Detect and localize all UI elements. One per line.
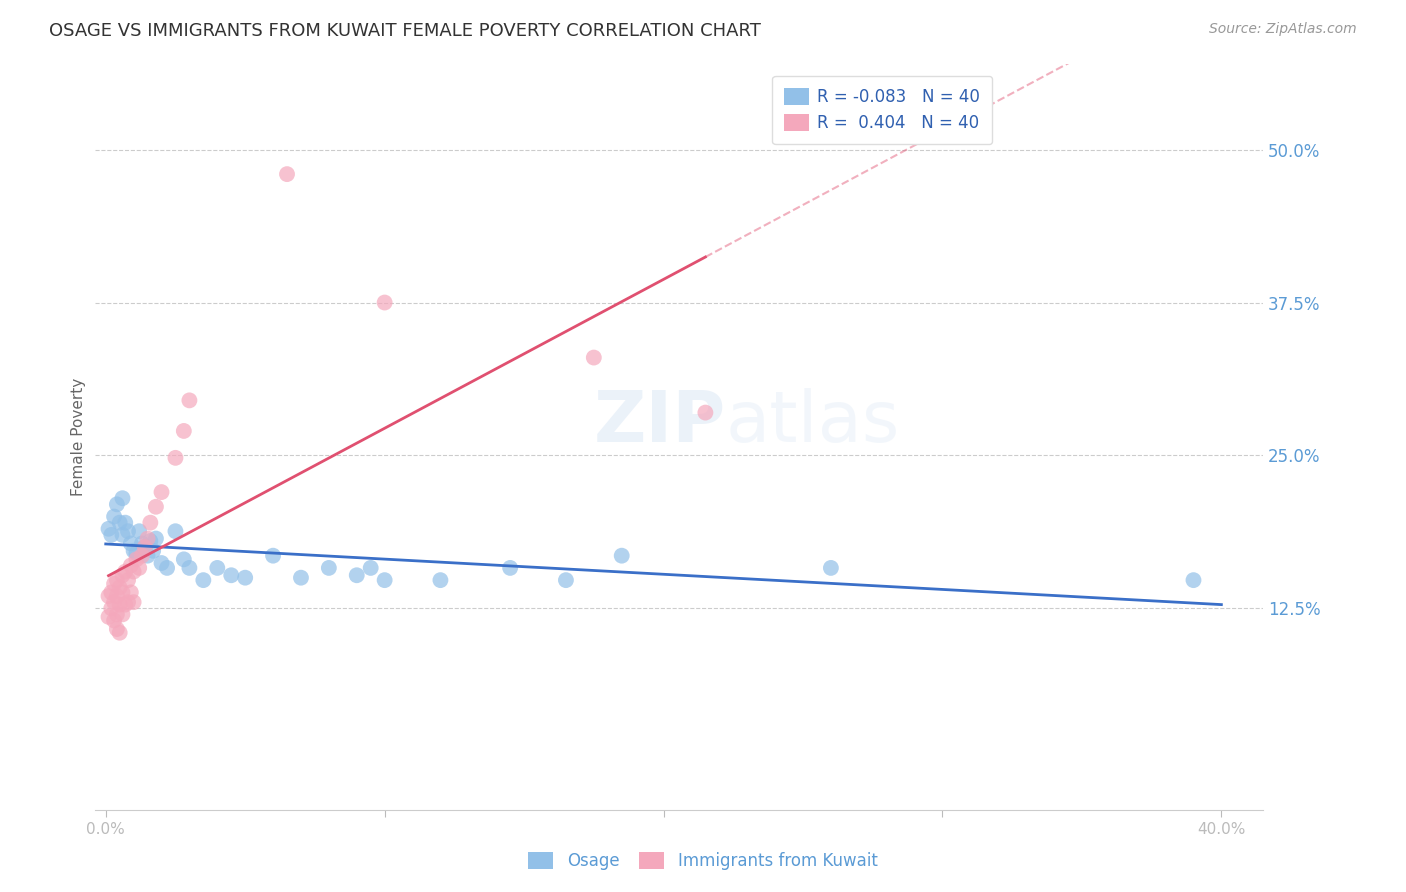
Point — [207, 561, 229, 575]
Point — [262, 549, 284, 563]
Point — [108, 598, 131, 612]
Point — [695, 406, 717, 420]
Point — [318, 561, 340, 575]
Point — [131, 549, 153, 563]
Point — [117, 524, 139, 539]
Point — [173, 552, 195, 566]
Point — [374, 295, 396, 310]
Point — [193, 573, 215, 587]
Point — [100, 601, 122, 615]
Point — [108, 516, 131, 530]
Point — [105, 497, 128, 511]
Point — [131, 536, 153, 550]
Point — [100, 528, 122, 542]
Point — [429, 573, 451, 587]
Text: OSAGE VS IMMIGRANTS FROM KUWAIT FEMALE POVERTY CORRELATION CHART: OSAGE VS IMMIGRANTS FROM KUWAIT FEMALE P… — [49, 22, 761, 40]
Point — [125, 552, 148, 566]
Point — [120, 558, 142, 573]
Text: atlas: atlas — [725, 388, 900, 457]
Point — [111, 607, 134, 622]
Point — [134, 540, 156, 554]
Point — [114, 565, 136, 579]
Point — [97, 522, 120, 536]
Point — [122, 543, 145, 558]
Point — [105, 589, 128, 603]
Point — [122, 595, 145, 609]
Point — [1182, 573, 1205, 587]
Point — [156, 561, 179, 575]
Point — [100, 585, 122, 599]
Point — [108, 625, 131, 640]
Point — [120, 585, 142, 599]
Point — [103, 614, 125, 628]
Point — [103, 509, 125, 524]
Point — [179, 561, 201, 575]
Point — [111, 585, 134, 599]
Point — [219, 568, 242, 582]
Point — [139, 534, 162, 549]
Point — [105, 607, 128, 622]
Point — [122, 565, 145, 579]
Point — [374, 573, 396, 587]
Point — [142, 543, 165, 558]
Point — [233, 571, 256, 585]
Point — [128, 561, 150, 575]
Point — [276, 167, 298, 181]
Point — [111, 491, 134, 506]
Point — [165, 450, 187, 465]
Point — [610, 549, 633, 563]
Legend: Osage, Immigrants from Kuwait: Osage, Immigrants from Kuwait — [522, 845, 884, 877]
Point — [360, 561, 382, 575]
Point — [179, 393, 201, 408]
Point — [136, 549, 159, 563]
Point — [173, 424, 195, 438]
Point — [114, 516, 136, 530]
Point — [108, 581, 131, 595]
Point — [120, 536, 142, 550]
Y-axis label: Female Poverty: Female Poverty — [72, 378, 86, 496]
Point — [150, 485, 173, 500]
Point — [97, 589, 120, 603]
Point — [346, 568, 368, 582]
Point — [555, 573, 578, 587]
Point — [111, 528, 134, 542]
Point — [105, 573, 128, 587]
Legend: R = -0.083   N = 40, R =  0.404   N = 40: R = -0.083 N = 40, R = 0.404 N = 40 — [772, 76, 993, 145]
Point — [97, 610, 120, 624]
Point — [499, 561, 522, 575]
Point — [136, 532, 159, 546]
Point — [139, 516, 162, 530]
Text: Source: ZipAtlas.com: Source: ZipAtlas.com — [1209, 22, 1357, 37]
Point — [820, 561, 842, 575]
Point — [128, 524, 150, 539]
Point — [145, 532, 167, 546]
Point — [111, 568, 134, 582]
Point — [582, 351, 605, 365]
Point — [145, 500, 167, 514]
Point — [103, 576, 125, 591]
Point — [114, 598, 136, 612]
Point — [125, 546, 148, 560]
Point — [103, 595, 125, 609]
Point — [117, 573, 139, 587]
Point — [105, 622, 128, 636]
Point — [134, 540, 156, 554]
Point — [117, 595, 139, 609]
Point — [150, 556, 173, 570]
Point — [290, 571, 312, 585]
Text: ZIP: ZIP — [593, 388, 725, 457]
Point — [165, 524, 187, 539]
